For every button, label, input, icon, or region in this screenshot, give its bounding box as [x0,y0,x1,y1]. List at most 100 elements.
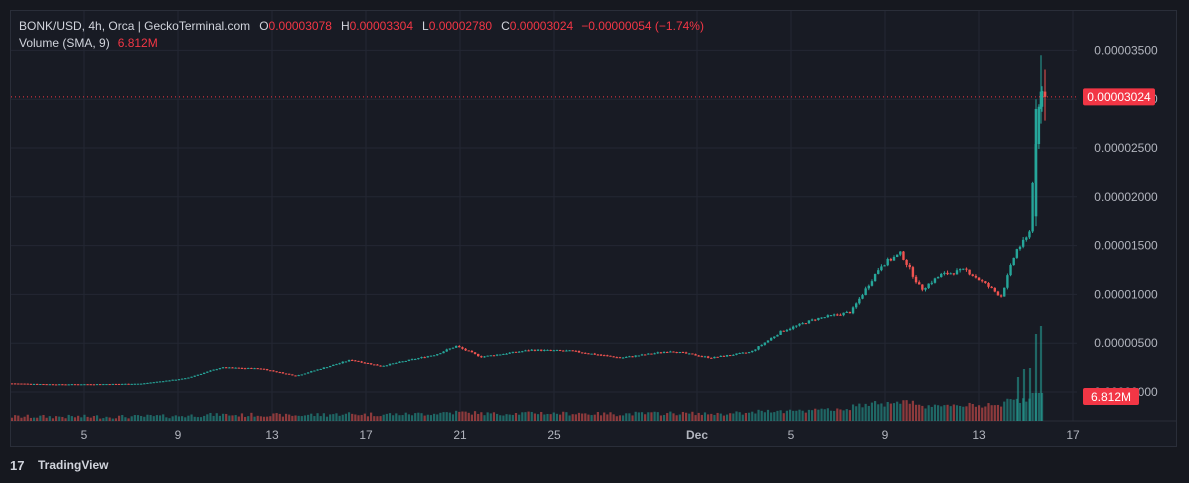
volume-bar [401,415,404,421]
volume-bar [722,415,725,421]
candle-body [766,340,770,343]
candle-body [971,274,974,276]
volume-bar [436,414,439,421]
volume-bar [307,414,310,421]
volume-bar [203,415,206,421]
candle-body [735,353,738,355]
volume-bar [540,411,543,421]
candle-body [58,384,61,386]
candle-body [1015,249,1019,258]
volume-bar [622,415,625,421]
candle-body [984,281,987,284]
volume-bar [625,413,628,421]
volume-bar [927,405,930,421]
volume-bar [688,413,691,421]
volume-bar [297,415,300,421]
candle-body [155,381,159,383]
candle-body [637,355,641,357]
candle-body [187,377,190,379]
candle-body [946,272,949,275]
volume-bar [480,412,483,421]
candle-body [470,350,474,353]
tradingview-attribution[interactable]: 17 TradingView [10,458,108,472]
candle-body [146,382,149,384]
candle-body [625,356,628,358]
candle-body [899,251,902,255]
candle-body [751,350,754,353]
volume-bar [256,415,259,421]
candle-body [514,351,518,353]
volume-bar [666,413,669,421]
volume-bar [612,414,615,421]
volume-bar [993,405,996,421]
volume-bar [1016,377,1020,421]
candle-body [684,352,688,354]
volume-bar [228,415,231,421]
volume-bar [473,411,477,421]
volume-bar [744,412,748,421]
volume-bar [20,417,23,421]
volume-bar [820,408,823,421]
tradingview-brand: TradingView [38,458,109,472]
time-axis: 5 9 13 17 21 25 Dec 5 9 13 17 [81,428,1080,442]
volume-bar [445,412,448,421]
candle-body [792,326,795,329]
price-tick-label: 0.00000500 [1094,336,1158,350]
candle-body [908,264,911,268]
volume-bar [549,414,552,421]
candle-body [89,384,92,386]
candle-body [804,323,807,325]
volume-bar [250,412,253,421]
volume-bar [376,416,379,421]
candle-body [67,384,70,386]
volume-bar [1025,401,1028,421]
candle-body [410,359,414,361]
volume-indicator-label[interactable]: Volume (SMA, 9) [19,36,110,50]
volume-bar [247,416,250,421]
price-tick-label: 0.00001000 [1094,287,1158,301]
candle-body [521,351,524,353]
tradingview-logo-text: 17 [10,458,24,472]
candle-body [555,350,559,352]
volume-bar [291,415,294,421]
candle-body [552,350,555,352]
candle-body [168,380,171,382]
candle-body [823,317,826,319]
candle-body [316,369,319,371]
volume-bar [48,416,51,421]
volume-bar [811,410,814,421]
candle-body [776,334,779,337]
symbol-info[interactable]: BONK/USD, 4h, Orca | GeckoTerminal.com [19,19,251,33]
candle-body [373,364,376,366]
volume-bar [631,415,634,421]
volume-bar [908,403,911,421]
candle-body [17,383,20,385]
volume-bar [896,401,899,421]
volume-bar [379,416,382,421]
candle-body [543,349,546,351]
volume-bar [776,410,779,421]
volume-bar [275,413,278,421]
volume-bar [461,411,464,421]
volume-bar [316,413,319,421]
volume-bar [410,415,414,421]
volume-bar [530,411,533,421]
volume-bar [867,405,870,421]
volume-bar [58,416,61,421]
volume-bar [628,413,631,421]
candle-body [39,384,42,386]
volume-bar [442,412,445,421]
candle-body [319,368,322,370]
chart-canvas[interactable]: 0.000035000.000030000.000025000.00002000… [11,11,1177,447]
price-chart[interactable]: 0.000035000.000030000.000025000.00002000… [10,10,1177,447]
candle-body [1028,231,1031,238]
candle-body [892,257,896,261]
volume-bar [1028,368,1032,421]
open-label: O [259,19,269,33]
volume-bar [184,417,187,421]
candle-body [451,347,455,349]
volume-bar [234,415,237,421]
volume-bar [870,402,874,421]
candle-body [1025,237,1028,240]
